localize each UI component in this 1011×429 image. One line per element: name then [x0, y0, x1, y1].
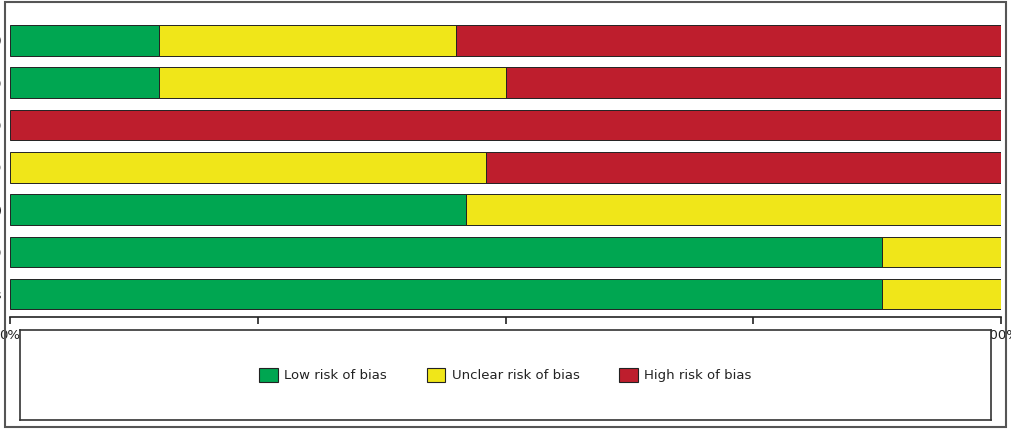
Bar: [159, 25, 456, 56]
Bar: [10, 279, 882, 309]
Bar: [10, 194, 466, 225]
Bar: [882, 237, 1001, 267]
Bar: [10, 67, 159, 98]
Bar: [882, 279, 1001, 309]
Bar: [10, 152, 485, 182]
Bar: [159, 67, 506, 98]
Bar: [10, 25, 159, 56]
Bar: [506, 67, 1001, 98]
Bar: [485, 152, 1001, 182]
Bar: [466, 194, 1001, 225]
Bar: [10, 110, 1001, 140]
Legend: Low risk of bias, Unclear risk of bias, High risk of bias: Low risk of bias, Unclear risk of bias, …: [253, 362, 758, 389]
Bar: [456, 25, 1001, 56]
Bar: [10, 237, 882, 267]
